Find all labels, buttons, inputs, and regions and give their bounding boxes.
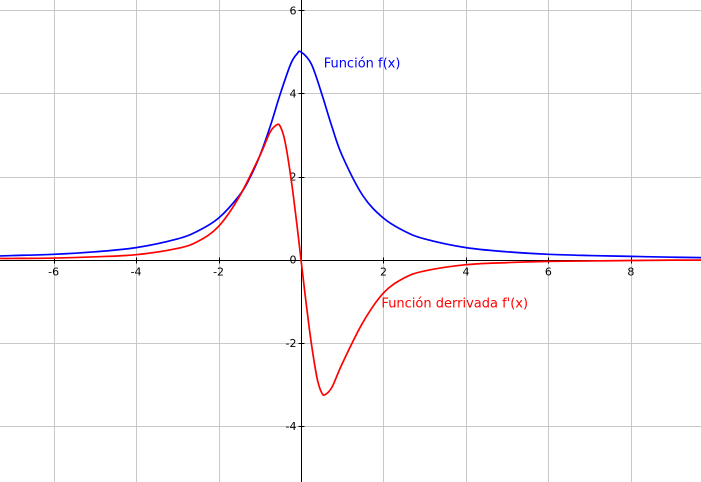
y-tick-label: 4 [290,87,297,100]
function-f-curve [0,50,701,259]
curves [0,50,701,396]
x-tick-label: -2 [213,266,224,279]
x-tick-label: 4 [462,266,469,279]
tick-labels: -6 -4 -2 2 4 6 8 -4 -2 0 2 4 6 [48,4,634,433]
y-tick-label: -2 [286,337,297,350]
x-tick-label: 8 [627,266,634,279]
x-tick-label: 2 [380,266,387,279]
derivative-label: Función derrivada f'(x) [381,296,528,311]
y-tick-label: 6 [290,4,297,17]
x-tick-label: -6 [48,266,59,279]
y-tick-label: 0 [290,254,297,267]
function-f-label: Función f(x) [324,57,401,72]
x-tick-label: -4 [131,266,142,279]
y-tick-label: -4 [286,420,297,433]
y-tick-label: 2 [290,171,297,184]
derivative-f-prime-curve [0,123,701,396]
curve-labels: Función f(x) Función derrivada f'(x) [324,57,528,312]
x-tick-label: 6 [545,266,552,279]
